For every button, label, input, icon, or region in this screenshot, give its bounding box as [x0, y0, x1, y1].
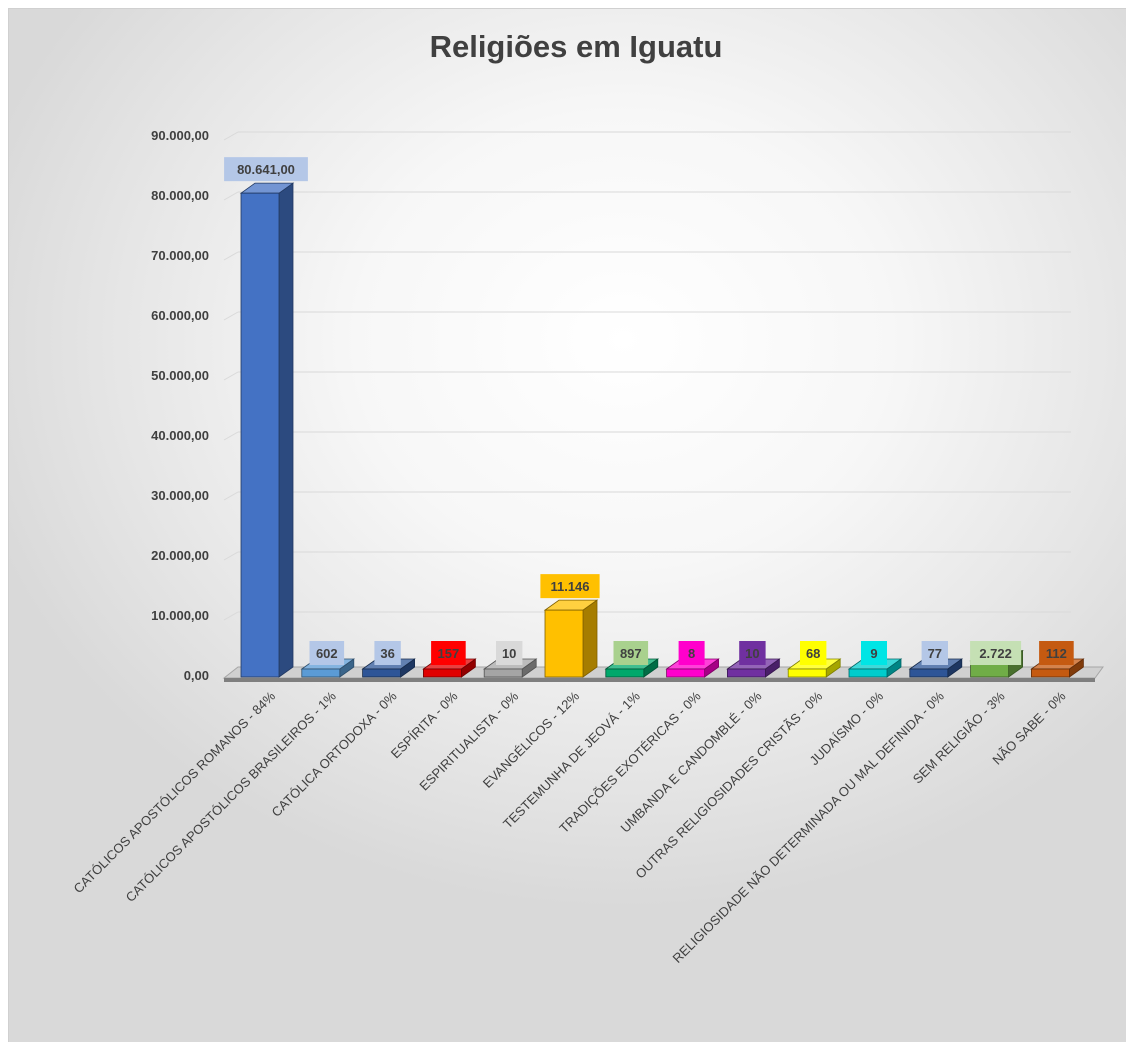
data-label-box	[970, 641, 1022, 665]
gridline-diag	[223, 491, 239, 501]
data-label: 157	[431, 641, 466, 665]
bar-front	[544, 609, 584, 678]
bar-front	[848, 668, 888, 678]
data-label: 897	[613, 641, 649, 665]
y-tick-label: 10.000,00	[151, 608, 209, 623]
y-tick-label: 90.000,00	[151, 128, 209, 143]
data-label-box	[496, 641, 523, 665]
chart-title: Religiões em Iguatu	[430, 29, 723, 64]
data-label-text: 8	[688, 646, 695, 661]
data-label-box	[739, 641, 766, 665]
data-label-box	[309, 641, 345, 665]
data-label: 10	[739, 641, 766, 665]
y-axis-ticks: 0,00 10.000,00 20.000,00 30.000,00 40.000,00…	[151, 128, 209, 683]
y-tick-label: 70.000,00	[151, 248, 209, 263]
bar-front	[909, 668, 949, 678]
y-tick-label: 30.000,00	[151, 488, 209, 503]
bar-front	[483, 668, 523, 678]
data-label-text: 77	[928, 646, 942, 661]
data-label-text: 36	[380, 646, 394, 661]
data-label-text: 10	[745, 646, 759, 661]
data-labels: 80.641,00 602 36 157 10 11.146 897 8 10 68 9 77 2.72…	[224, 157, 1074, 665]
data-label-text: 11.146	[550, 579, 589, 594]
bar	[543, 599, 599, 678]
gridline-diag	[223, 551, 239, 561]
gridline-diag	[223, 611, 239, 621]
bar-front	[727, 668, 766, 678]
gridline-diag	[223, 311, 239, 321]
data-label-box	[374, 641, 401, 665]
gridline-diag	[223, 371, 239, 381]
bar-front	[362, 668, 402, 678]
bar-front	[301, 668, 341, 678]
gridline-diag	[223, 251, 239, 261]
x-tick-label: RELIGIOSIDADE NÃO DETERMINADA OU MAL DEF…	[670, 688, 948, 966]
y-tick-label: 40.000,00	[151, 428, 209, 443]
gridline-diag	[223, 131, 239, 141]
data-label-text: 9	[870, 646, 877, 661]
y-tick-label: 0,00	[184, 668, 209, 683]
floor-edge	[224, 678, 1095, 682]
bar-front	[240, 192, 280, 678]
bar-front	[666, 668, 705, 678]
bar-front	[422, 668, 462, 678]
data-label-text: 112	[1046, 646, 1067, 661]
y-tick-label: 60.000,00	[151, 308, 209, 323]
data-label-text: 80.641,00	[237, 162, 295, 177]
data-label: 112	[1039, 641, 1074, 665]
x-tick-label: CATÓLICOS APOSTÓLICOS BRASILEIROS - 1%	[123, 688, 340, 905]
data-label: 10	[496, 641, 523, 665]
data-label: 11.146	[540, 574, 600, 599]
bar-side	[582, 599, 598, 678]
data-label-box	[861, 641, 887, 665]
bar-front	[1031, 668, 1070, 678]
data-label-box	[613, 641, 649, 665]
data-label-text: 897	[620, 646, 642, 661]
data-label-box	[678, 641, 705, 665]
gridlines	[223, 131, 1071, 621]
bar-side	[278, 182, 294, 678]
gridline-diag	[223, 191, 239, 201]
x-tick-label: ESPIRITUALISTA - 0%	[416, 688, 521, 793]
data-label-text: 68	[806, 646, 820, 661]
data-label: 77	[921, 641, 948, 665]
y-tick-label: 80.000,00	[151, 188, 209, 203]
data-label: 602	[309, 641, 345, 665]
data-label-box	[921, 641, 948, 665]
bar-front	[605, 668, 645, 678]
data-label: 36	[374, 641, 401, 665]
data-label-box	[1039, 641, 1074, 665]
bars	[239, 182, 1085, 678]
data-label: 2.722	[970, 641, 1022, 665]
data-label: 9	[861, 641, 887, 665]
data-label: 68	[800, 641, 827, 665]
x-tick-label: CATÓLICOS APOSTÓLICOS ROMANOS - 84%	[71, 688, 279, 896]
bar-front	[787, 668, 827, 678]
gridline-diag	[223, 431, 239, 441]
data-label: 8	[678, 641, 705, 665]
data-label-box	[540, 574, 600, 599]
y-tick-label: 20.000,00	[151, 548, 209, 563]
data-label-text: 157	[438, 646, 460, 661]
data-label-text: 10	[502, 646, 516, 661]
data-label-text: 2.722	[979, 646, 1012, 661]
data-label-box	[800, 641, 827, 665]
y-tick-label: 50.000,00	[151, 368, 209, 383]
bar	[239, 182, 295, 678]
data-label-text: 602	[316, 646, 338, 661]
chart-area: Religiões em Iguatu 0,00 10.000,00 20.000,…	[8, 8, 1126, 1042]
bar-chart: Religiões em Iguatu 0,00 10.000,00 20.000,…	[71, 29, 1104, 966]
x-axis-ticks: CATÓLICOS APOSTÓLICOS ROMANOS - 84%CATÓL…	[71, 688, 1069, 966]
data-label-box	[431, 641, 466, 665]
data-label: 80.641,00	[224, 157, 308, 182]
x-tick-label: CATÓLICA ORTODOXA - 0%	[269, 688, 400, 819]
data-label-box	[224, 157, 308, 182]
